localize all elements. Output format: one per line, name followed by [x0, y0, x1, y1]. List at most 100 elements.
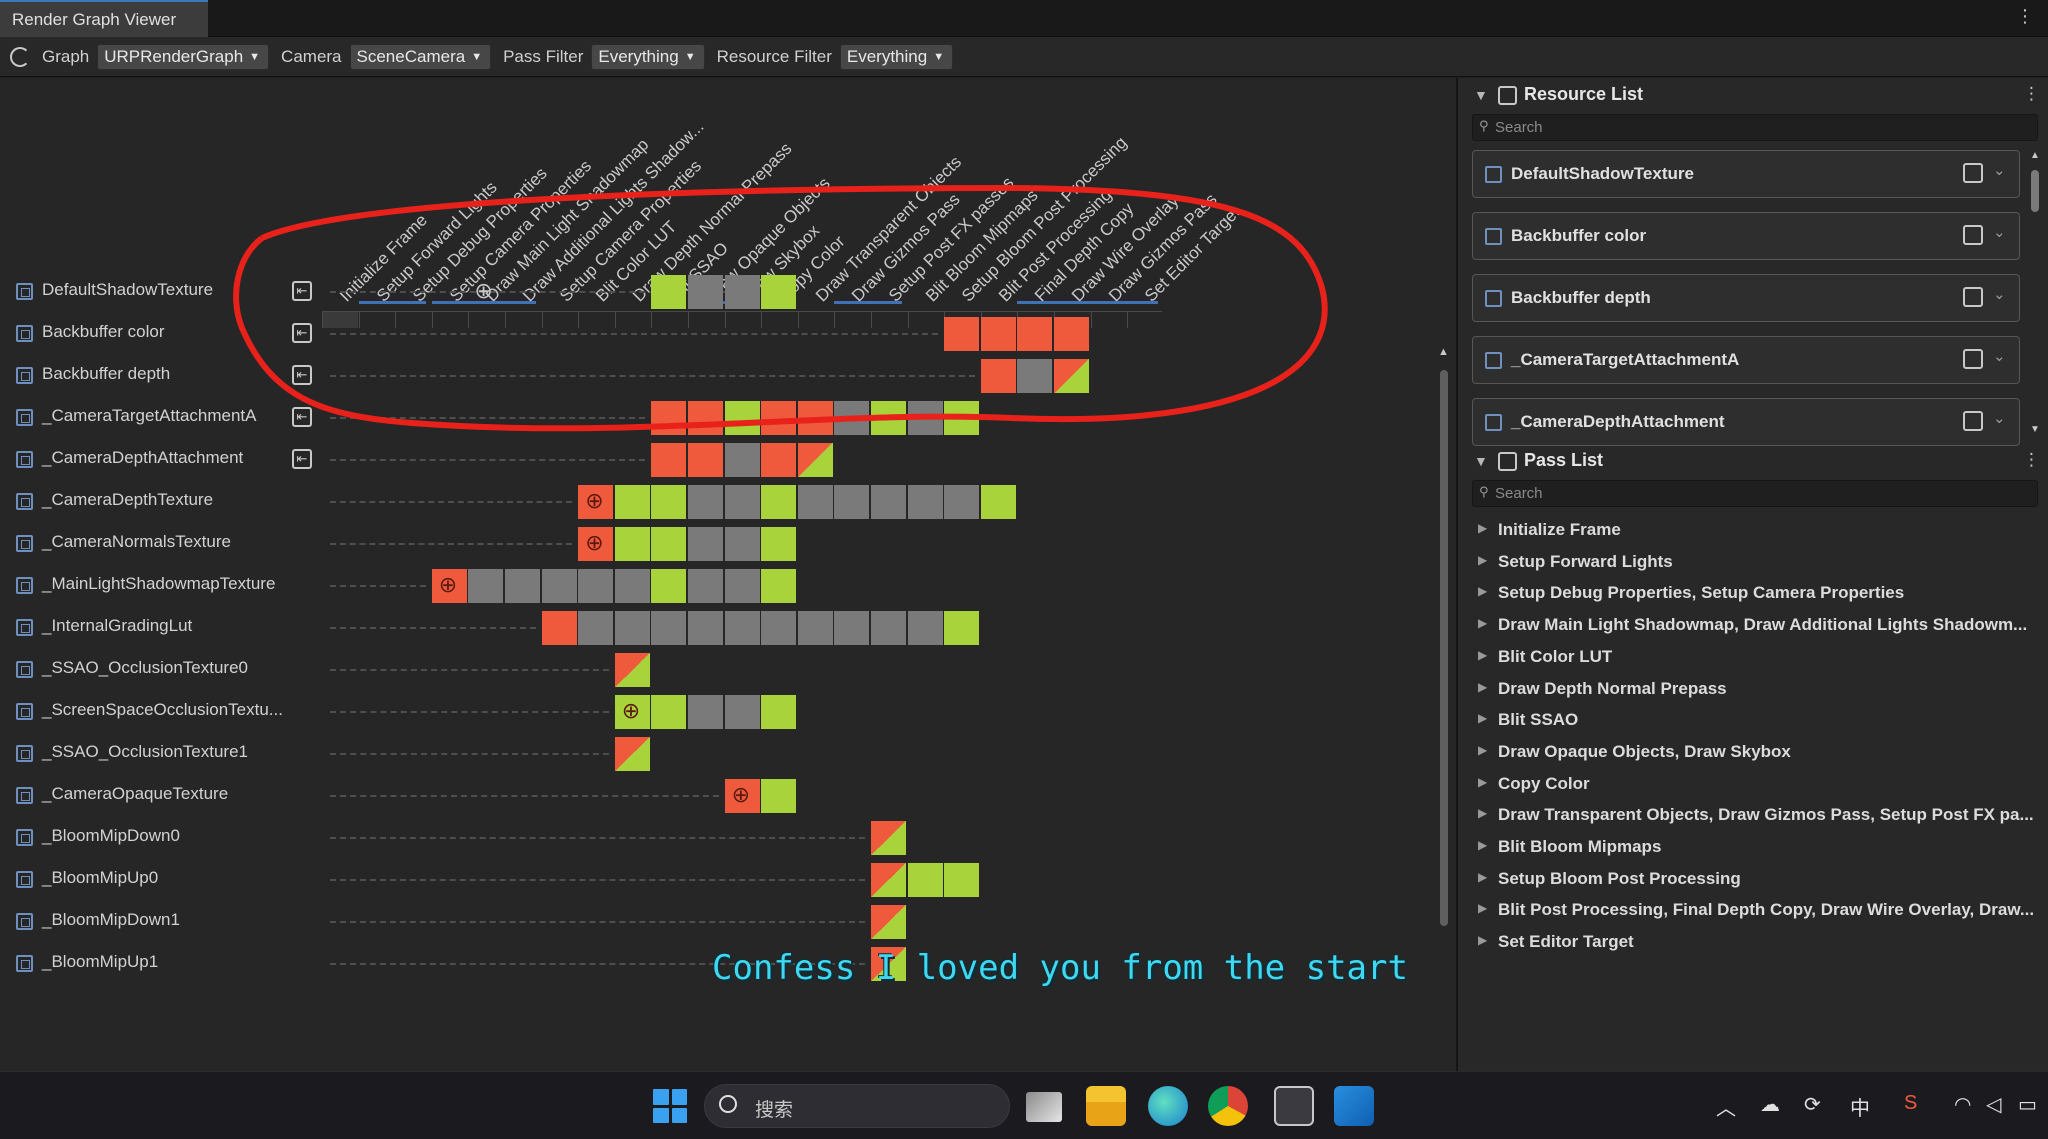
unused-cell[interactable] — [724, 485, 760, 519]
chevron-down-icon[interactable]: ⌄ — [1993, 224, 2006, 241]
write-cell[interactable] — [688, 443, 723, 477]
read-cell[interactable] — [761, 275, 797, 309]
expand-triangle-icon[interactable]: ▶ — [1478, 616, 1488, 631]
resource-row[interactable]: _BloomMipDown0 — [0, 816, 1440, 858]
scroll-up-icon[interactable]: ▲ — [1438, 346, 1449, 358]
resource-row[interactable]: _CameraDepthAttachment ⇤ — [0, 438, 1440, 480]
scroll-thumb[interactable] — [1440, 370, 1448, 926]
scroll-thumb[interactable] — [2031, 170, 2039, 212]
collapse-triangle-icon[interactable]: ▼ — [1474, 453, 1488, 469]
resource-row[interactable]: _CameraOpaqueTexture — [0, 774, 1440, 816]
unused-cell[interactable] — [761, 611, 797, 645]
write-cell[interactable] — [688, 401, 723, 435]
import-icon[interactable] — [1963, 163, 1983, 183]
read-write-cell[interactable] — [614, 653, 650, 687]
read-cell[interactable] — [761, 569, 797, 603]
read-cell[interactable] — [761, 695, 797, 729]
resource-row[interactable]: _MainLightShadowmapTexture — [0, 564, 1440, 606]
pass-list-item[interactable]: ▶ Copy Color — [1472, 770, 2038, 800]
unused-cell[interactable] — [907, 401, 943, 435]
expand-triangle-icon[interactable]: ▶ — [1478, 521, 1488, 535]
read-cell[interactable] — [651, 485, 687, 519]
read-write-cell[interactable] — [871, 821, 906, 855]
scroll-down-icon[interactable]: ▼ — [2030, 424, 2040, 435]
window-tab[interactable]: Render Graph Viewer — [0, 0, 208, 37]
write-cell[interactable] — [1054, 317, 1089, 351]
read-cell[interactable] — [761, 527, 797, 561]
resource-row[interactable]: _BloomMipUp0 — [0, 858, 1440, 900]
unused-cell[interactable] — [505, 569, 540, 603]
resource-row[interactable]: Backbuffer depth ⇤ — [0, 354, 1440, 396]
unused-cell[interactable] — [688, 275, 723, 309]
import-icon[interactable] — [1963, 411, 1983, 431]
show-hidden-icons-icon[interactable]: ︿ — [1716, 1098, 1736, 1120]
more-options-icon[interactable]: ⋮ — [2016, 6, 2034, 26]
resource-row[interactable]: _ScreenSpaceOcclusionTextu... — [0, 690, 1440, 732]
pass-list-item[interactable]: ▶ Draw Opaque Objects, Draw Skybox — [1472, 738, 2038, 768]
unused-cell[interactable] — [541, 569, 577, 603]
pass-list-item[interactable]: ▶ Blit Color LUT — [1472, 643, 2038, 673]
write-cell[interactable] — [797, 401, 833, 435]
resource-search-input[interactable]: ⚲ Search — [1472, 114, 2038, 141]
import-icon[interactable] — [1963, 225, 1983, 245]
pass-list-item[interactable]: ▶ Blit Post Processing, Final Depth Copy,… — [1472, 896, 2038, 926]
read-write-cell[interactable] — [797, 443, 833, 477]
write-cell[interactable] — [761, 401, 797, 435]
resource-filter-dropdown[interactable]: Everything ▼ — [839, 43, 954, 70]
unused-cell[interactable] — [651, 611, 687, 645]
write-cell[interactable] — [1017, 317, 1053, 351]
pass-list-item[interactable]: ▶ Draw Depth Normal Prepass — [1472, 675, 2038, 705]
wifi-icon[interactable]: ◠ — [1954, 1094, 1972, 1116]
read-write-cell[interactable] — [1054, 359, 1089, 393]
unused-cell[interactable] — [468, 569, 504, 603]
pass-list-header[interactable]: ▼ Pass List ⋮ — [1458, 446, 2048, 478]
read-cell[interactable] — [724, 401, 760, 435]
unused-cell[interactable] — [724, 527, 760, 561]
unused-cell[interactable] — [834, 485, 870, 519]
unity-editor-icon[interactable] — [1274, 1086, 1314, 1126]
refresh-icon[interactable] — [10, 46, 30, 67]
resource-row[interactable]: _BloomMipUp1 — [0, 942, 1440, 984]
read-write-cell[interactable] — [871, 905, 906, 939]
global-resource-cell[interactable] — [724, 779, 760, 813]
unused-cell[interactable] — [724, 695, 760, 729]
resource-card[interactable]: _CameraDepthAttachment ⌄ — [1472, 398, 2020, 446]
pass-list-item[interactable]: ▶ Setup Debug Properties, Setup Camera Pr… — [1472, 579, 2038, 609]
expand-triangle-icon[interactable]: ▶ — [1478, 679, 1488, 694]
unused-cell[interactable] — [724, 611, 760, 645]
expand-triangle-icon[interactable]: ▶ — [1478, 933, 1488, 948]
resource-row[interactable]: _CameraDepthTexture — [0, 480, 1440, 522]
resource-card[interactable]: Backbuffer color ⌄ — [1472, 212, 2020, 260]
pass-list-item[interactable]: ▶ Setup Forward Lights — [1472, 548, 2038, 578]
expand-triangle-icon[interactable]: ▶ — [1478, 869, 1488, 884]
chevron-down-icon[interactable]: ⌄ — [1993, 410, 2006, 427]
write-cell[interactable] — [761, 443, 797, 477]
unused-cell[interactable] — [724, 569, 760, 603]
resource-row[interactable]: Backbuffer color ⇤ — [0, 312, 1440, 354]
expand-triangle-icon[interactable]: ▶ — [1478, 552, 1488, 567]
import-icon[interactable] — [1963, 287, 1983, 307]
read-cell[interactable] — [614, 485, 650, 519]
read-cell[interactable] — [944, 863, 980, 897]
resource-card[interactable]: DefaultShadowTexture ⌄ — [1472, 150, 2020, 198]
resource-card[interactable]: Backbuffer depth ⌄ — [1472, 274, 2020, 322]
resource-row[interactable]: _CameraNormalsTexture — [0, 522, 1440, 564]
chevron-down-icon[interactable]: ⌄ — [1993, 348, 2006, 365]
resource-row[interactable]: _SSAO_OcclusionTexture1 — [0, 732, 1440, 774]
unused-cell[interactable] — [614, 569, 650, 603]
read-cell[interactable] — [907, 863, 943, 897]
unused-cell[interactable] — [834, 611, 870, 645]
unused-cell[interactable] — [834, 401, 870, 435]
read-cell[interactable] — [944, 611, 980, 645]
global-resource-cell[interactable] — [431, 569, 467, 603]
unused-cell[interactable] — [724, 443, 760, 477]
app-tray-icon[interactable]: S — [1904, 1092, 1918, 1114]
pass-list-item[interactable]: ▶ Blit SSAO — [1472, 706, 2038, 736]
expand-triangle-icon[interactable]: ▶ — [1478, 838, 1488, 852]
resource-row[interactable]: DefaultShadowTexture ⇤ ⊕ — [0, 270, 1440, 312]
write-cell[interactable] — [651, 401, 687, 435]
unused-cell[interactable] — [871, 485, 906, 519]
read-cell[interactable] — [651, 695, 687, 729]
pass-list-item[interactable]: ▶ Set Editor Target — [1472, 928, 2038, 958]
expand-triangle-icon[interactable]: ▶ — [1478, 711, 1488, 726]
